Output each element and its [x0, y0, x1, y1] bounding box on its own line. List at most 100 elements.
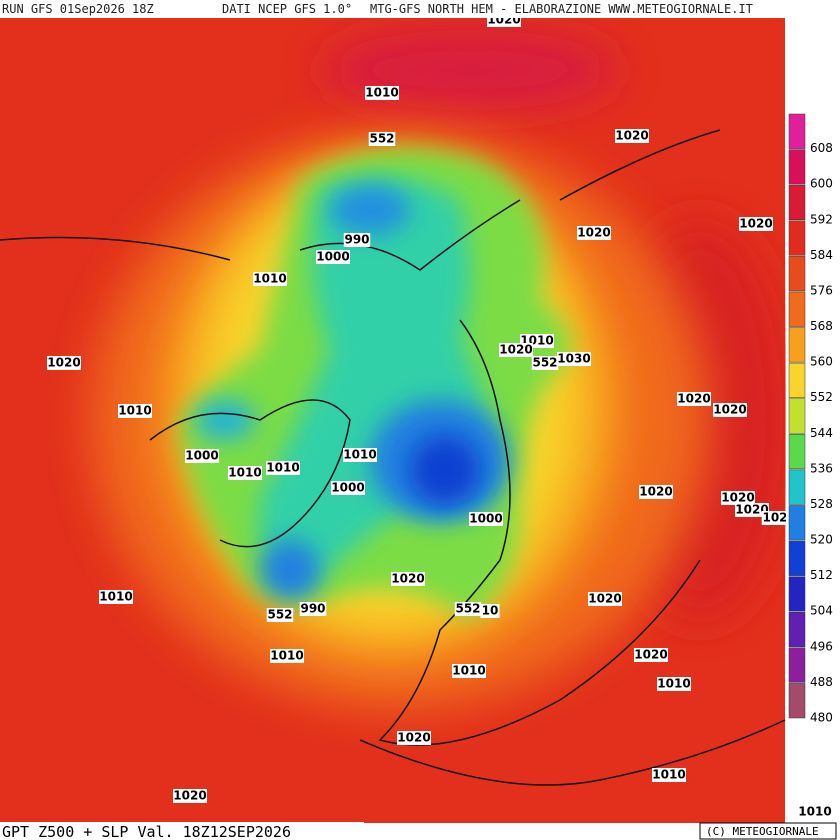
- label-bg: [331, 481, 365, 495]
- label-bg: [577, 226, 611, 240]
- label-bg: [270, 649, 304, 663]
- label-bg: [657, 677, 691, 691]
- contour-label: 1010: [266, 461, 299, 475]
- contour-label: 1010: [365, 86, 398, 100]
- contour-label: 1020: [397, 731, 430, 745]
- label-bg: [118, 404, 152, 418]
- contour-label: 1000: [316, 250, 349, 264]
- colorbar-label: 504: [810, 604, 833, 618]
- colorbar-label: 576: [810, 283, 833, 297]
- colorbar-swatch: [788, 184, 806, 221]
- colorbar-label: 568: [810, 319, 833, 333]
- label-bg: [391, 572, 425, 586]
- label-bg: [397, 731, 431, 745]
- label-bg: [173, 789, 207, 803]
- contour-label: 1010: [118, 404, 151, 418]
- contour-label: 1010: [99, 590, 132, 604]
- colorbar-label: 552: [810, 390, 833, 404]
- contour-label: 1000: [185, 449, 218, 463]
- contour-label: 1020: [588, 592, 621, 606]
- label-bg: [739, 217, 773, 231]
- contour-label: 552: [532, 356, 557, 370]
- label-bg: [228, 466, 262, 480]
- colorbar-label: 520: [810, 533, 833, 547]
- credit-text: MTG-GFS NORTH HEM - ELABORAZIONE WWW.MET…: [370, 2, 753, 16]
- label-bg: [531, 356, 559, 370]
- label-bg: [454, 602, 482, 616]
- contour-label: 990: [300, 602, 325, 616]
- contour-label: 1020: [739, 217, 772, 231]
- label-bg: [99, 590, 133, 604]
- contour-label: 1020: [391, 572, 424, 586]
- colorbar-swatch: [788, 256, 806, 292]
- contour-label: 990: [344, 233, 369, 247]
- label-bg: [735, 503, 769, 517]
- contour-label: 1000: [469, 512, 502, 526]
- label-bg: [652, 768, 686, 782]
- contour-label: 1020: [577, 226, 610, 240]
- contour-label: 1020: [713, 403, 746, 417]
- contour-label: 552: [267, 608, 292, 622]
- source-text: DATI NCEP GFS 1.0°: [222, 2, 352, 16]
- contour-label: 1010: [798, 805, 831, 819]
- label-bg: [480, 604, 500, 618]
- colorbar-label: 584: [810, 248, 833, 262]
- label-bg: [615, 129, 649, 143]
- colorbar-label: 536: [810, 461, 833, 475]
- colorbar-swatch: [788, 220, 806, 256]
- run-text: RUN GFS 01Sep2026 18Z: [2, 2, 154, 16]
- contour-label: 1010: [343, 448, 376, 462]
- label-bg: [343, 233, 371, 247]
- colorbar-label: 496: [810, 639, 833, 653]
- contour-label: 1000: [331, 481, 364, 495]
- label-bg: [634, 648, 668, 662]
- colorbar-swatch: [788, 362, 806, 398]
- contour-label: 552: [455, 602, 480, 616]
- label-bg: [761, 511, 789, 525]
- colorbar-swatch: [788, 469, 806, 505]
- contour-label: 1010: [657, 677, 690, 691]
- label-bg: [677, 392, 711, 406]
- contour-label: 1020: [634, 648, 667, 662]
- colorbar-swatch: [788, 611, 806, 648]
- colorbar-swatch: [788, 505, 806, 541]
- contour-label: 1020: [173, 789, 206, 803]
- contour-label: 1010: [253, 272, 286, 286]
- contour-label: 1020: [721, 491, 754, 505]
- label-bg: [316, 250, 350, 264]
- contour-label: 1020: [615, 129, 648, 143]
- contour-label: 1020: [47, 356, 80, 370]
- colorbar-label: 544: [810, 426, 833, 440]
- label-bg: [588, 592, 622, 606]
- copyright-box: [699, 822, 837, 840]
- contour-label: 102: [762, 511, 787, 525]
- colorbar-swatch: [788, 398, 806, 434]
- colorbar-label: 480: [810, 711, 833, 725]
- colorbar-label: 560: [810, 355, 833, 369]
- label-bg: [557, 352, 591, 366]
- contour-label: 1010: [270, 649, 303, 663]
- label-bg: [266, 461, 300, 475]
- contour-label: 10: [482, 604, 499, 618]
- label-bg: [368, 132, 396, 146]
- colorbar-label: 528: [810, 497, 833, 511]
- label-bg: [253, 272, 287, 286]
- contour-label: 552: [369, 132, 394, 146]
- label-bg: [713, 403, 747, 417]
- label-bg: [266, 608, 294, 622]
- contour-label: 1010: [228, 466, 261, 480]
- footer-box: [0, 822, 364, 840]
- contour-label: 1010: [652, 768, 685, 782]
- contour-label: 1020: [639, 485, 672, 499]
- footer-title: GPT Z500 + SLP Val. 18Z12SEP2026: [2, 823, 291, 840]
- label-bg: [499, 343, 533, 357]
- contour-label: 1030: [557, 352, 590, 366]
- label-bg: [452, 664, 486, 678]
- colorbar-swatch: [788, 540, 806, 576]
- copyright: (C) METEOGIORNALE: [706, 825, 819, 838]
- contour-label: 1020: [499, 343, 532, 357]
- colorbar-swatch: [788, 149, 806, 185]
- colorbar-label: 512: [810, 568, 833, 582]
